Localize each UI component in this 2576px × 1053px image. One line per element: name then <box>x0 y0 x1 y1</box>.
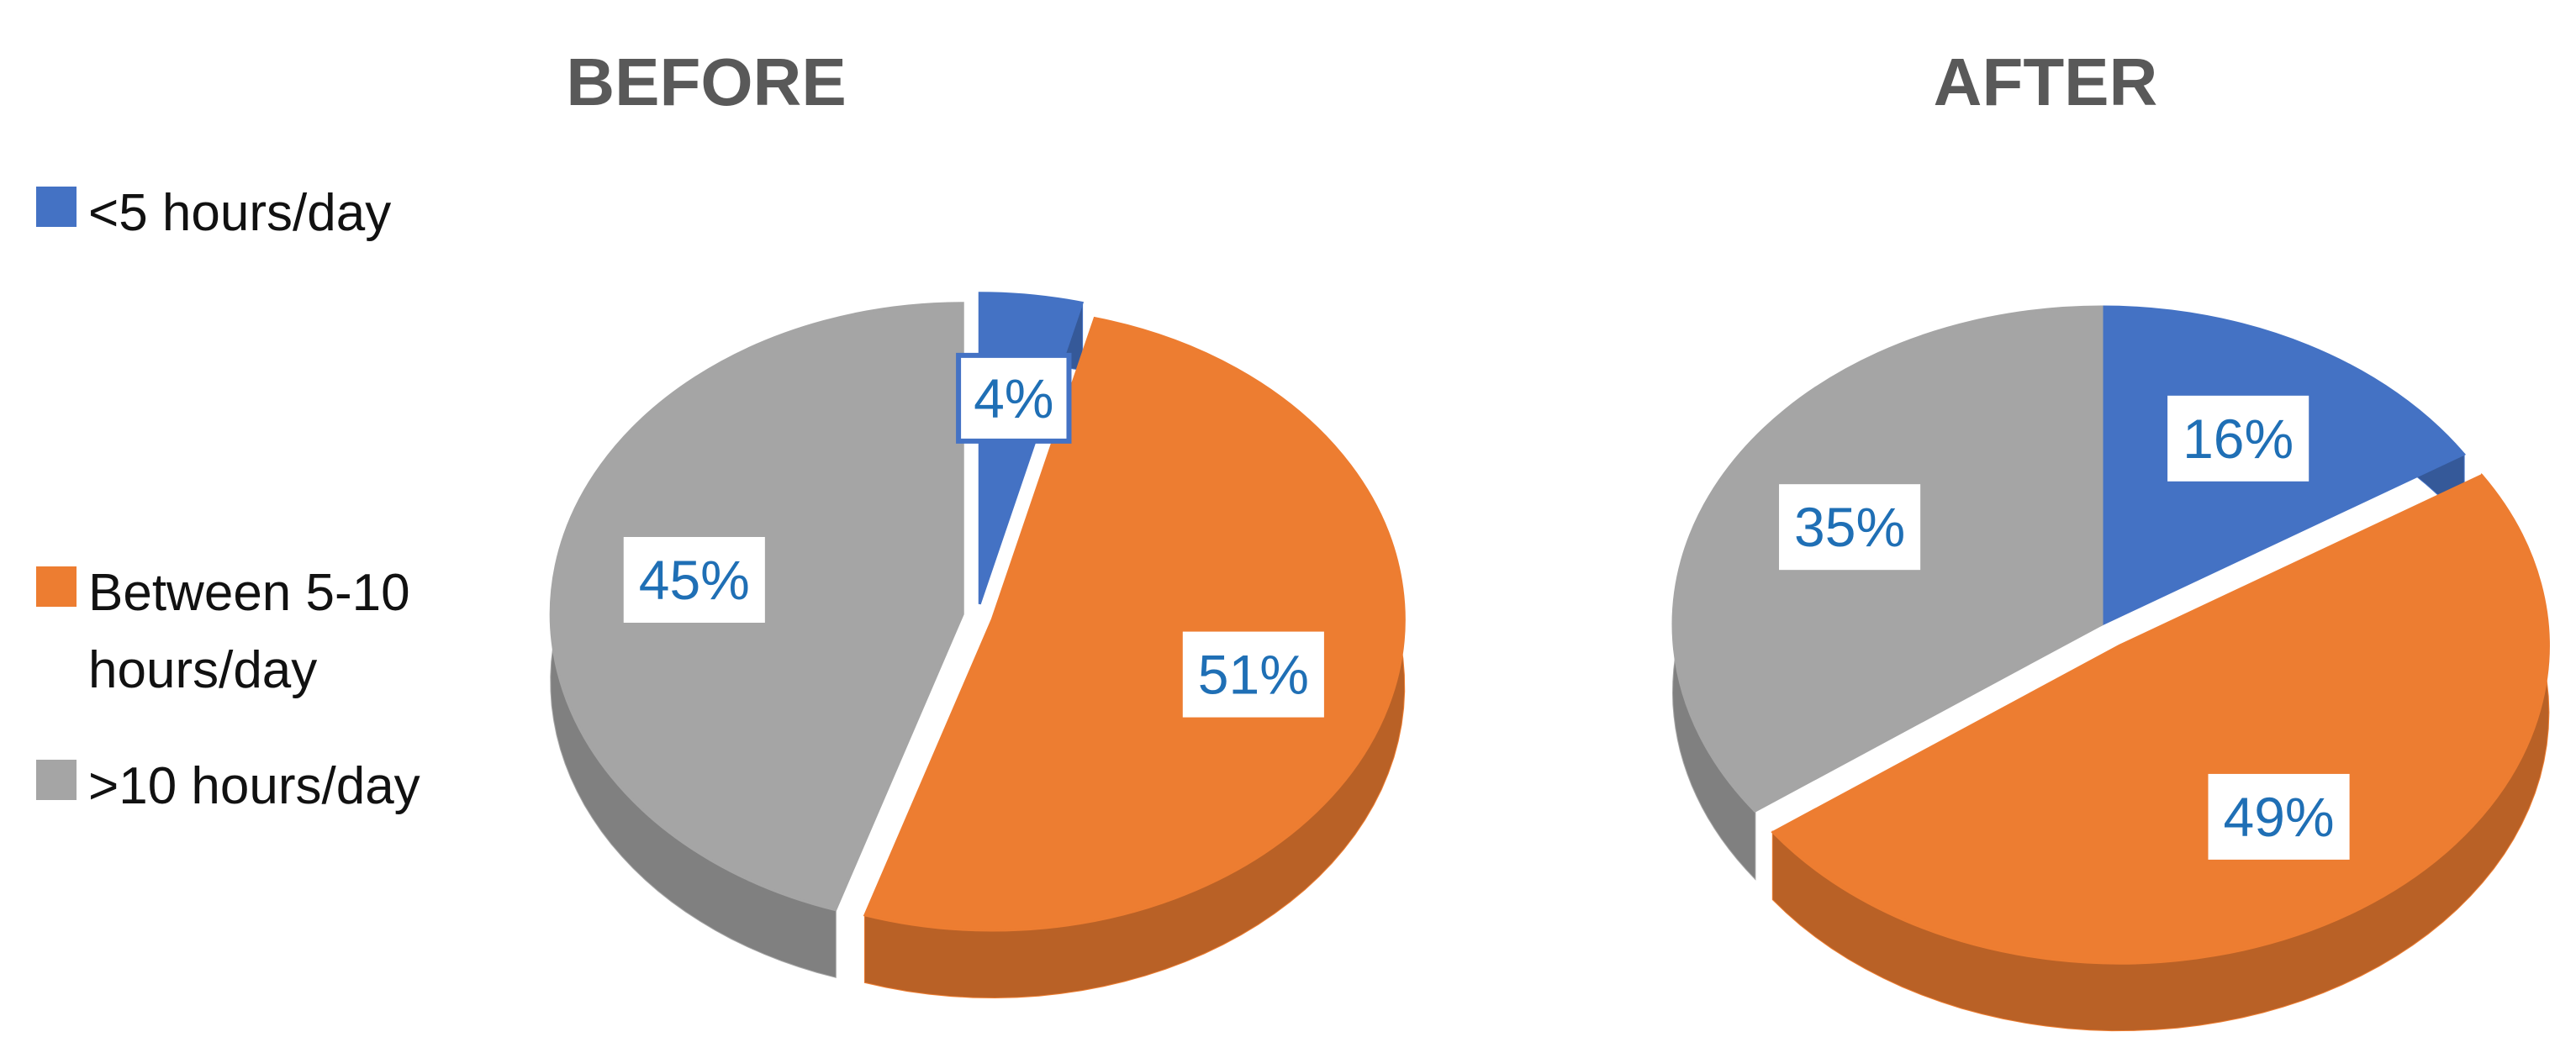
data-label-text: 49% <box>2224 786 2335 848</box>
data-label-box <box>2167 395 2309 482</box>
slice <box>1771 473 2550 965</box>
data-label: 45% <box>623 536 765 623</box>
legend-label: <5 hours/day <box>88 184 392 242</box>
data-label: 16% <box>2167 395 2309 482</box>
data-label: 51% <box>1182 631 1324 718</box>
legend-label: >10 hours/day <box>88 757 420 815</box>
legend-swatch <box>36 760 77 800</box>
data-label-text: 4% <box>974 367 1053 429</box>
data-label: 4% <box>956 352 1072 444</box>
legend-swatch <box>36 187 77 227</box>
data-label-box <box>956 352 1072 444</box>
data-label: 35% <box>1779 484 1921 571</box>
legend-item: >10 hours/day <box>36 748 475 825</box>
data-label-box <box>2208 773 2350 860</box>
legend-item: Between 5-10 hours/day <box>36 555 475 709</box>
data-label: 49% <box>2208 773 2350 860</box>
legend-item: <5 hours/day <box>36 175 475 252</box>
legend-swatch <box>36 566 77 607</box>
data-label-text: 16% <box>2183 408 2294 470</box>
data-label-text: 35% <box>1794 496 1905 558</box>
data-label-text: 51% <box>1198 644 1309 706</box>
data-label-box <box>623 536 765 623</box>
data-label-box <box>1779 484 1921 571</box>
data-label-box <box>1182 631 1324 718</box>
slice-side-shade <box>864 318 1405 998</box>
data-label-text: 45% <box>639 549 750 611</box>
chart-title: AFTER <box>1934 45 2158 119</box>
legend-label: Between 5-10 hours/day <box>88 564 410 699</box>
chart-title: BEFORE <box>566 45 846 119</box>
slice <box>863 316 1406 932</box>
